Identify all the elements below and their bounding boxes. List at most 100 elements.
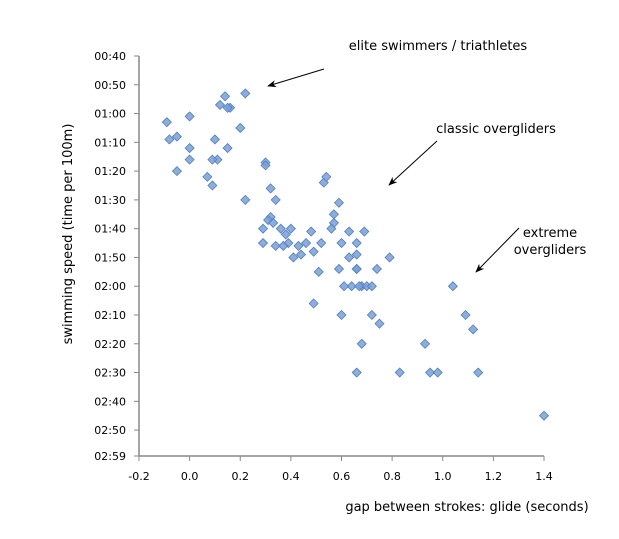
data-point — [222, 143, 233, 154]
y-tick-label: 02:40 — [94, 395, 126, 408]
y-tick-label: 00:40 — [94, 50, 126, 63]
y-tick-label: 01:10 — [94, 136, 126, 149]
annotation-classic-text: classic overgliders — [436, 122, 556, 137]
data-point — [394, 367, 405, 378]
data-point — [293, 240, 304, 251]
data-point — [460, 309, 471, 321]
y-tick-label: 01:00 — [94, 108, 126, 121]
data-point — [308, 246, 319, 257]
y-axis-ticks: 00:40 00:50 01:00 01:10 01:20 01:30 01:40 01:50… — [94, 50, 139, 463]
y-tick-label: 01:30 — [94, 194, 126, 207]
data-point — [280, 229, 291, 240]
data-point — [354, 281, 365, 292]
data-point — [425, 367, 436, 378]
annotation-extreme-text-line1: extreme — [523, 226, 577, 241]
data-point — [333, 263, 345, 275]
data-point — [384, 252, 395, 263]
y-tick-label: 01:20 — [94, 165, 126, 178]
x-tick-label: 0.4 — [282, 470, 300, 483]
data-point — [268, 217, 279, 228]
x-tick-label: 0.8 — [383, 470, 401, 483]
data-point — [432, 367, 443, 378]
data-points — [161, 88, 550, 421]
data-point — [447, 281, 458, 292]
y-tick-label: 02:50 — [94, 424, 126, 437]
data-point — [306, 226, 317, 237]
x-tick-label: 1.0 — [434, 470, 452, 483]
data-point — [346, 281, 357, 292]
x-tick-label: 0.0 — [181, 470, 199, 483]
x-axis-label: gap between strokes: glide (seconds) — [345, 500, 588, 515]
data-point — [207, 180, 218, 191]
data-point — [257, 223, 269, 234]
data-point — [240, 88, 251, 99]
data-point — [222, 102, 233, 113]
y-tick-label: 00:50 — [94, 79, 126, 92]
annotation-elite-arrow — [267, 68, 325, 88]
data-point — [356, 338, 367, 349]
data-point — [209, 134, 221, 145]
data-point — [288, 252, 299, 263]
data-point — [240, 194, 251, 205]
y-tick-label: 01:40 — [94, 223, 126, 236]
data-point — [270, 194, 281, 205]
data-point — [538, 410, 550, 421]
data-point — [336, 309, 347, 321]
annotation-extreme-arrow — [475, 227, 520, 273]
y-tick-label: 02:59 — [94, 450, 126, 463]
data-point — [326, 223, 337, 234]
y-tick-label: 02:20 — [94, 338, 126, 351]
y-tick-label: 02:10 — [94, 309, 126, 322]
data-point — [214, 99, 226, 110]
data-point — [333, 197, 345, 208]
data-point — [308, 298, 319, 309]
data-point — [235, 122, 246, 134]
y-tick-label: 02:30 — [94, 367, 126, 380]
data-point — [316, 237, 327, 249]
data-point — [219, 91, 231, 102]
data-point — [351, 249, 362, 260]
data-point — [285, 223, 296, 234]
data-point — [366, 309, 377, 321]
data-point — [275, 223, 286, 234]
y-tick-label: 01:50 — [94, 251, 126, 264]
data-point — [344, 252, 355, 263]
data-point — [295, 249, 307, 260]
x-tick-label: 0.6 — [333, 470, 351, 483]
annotation-elite-text: elite swimmers / triathletes — [349, 39, 528, 54]
data-point — [351, 367, 362, 378]
data-point — [300, 237, 312, 249]
y-tick-label: 02:00 — [94, 280, 126, 293]
data-point — [260, 160, 271, 171]
annotation-elite: elite swimmers / triathletes — [267, 39, 528, 88]
data-point — [171, 131, 183, 142]
data-point — [321, 171, 332, 182]
data-point — [371, 263, 383, 275]
data-point — [351, 237, 362, 249]
x-tick-label: 0.2 — [232, 470, 250, 483]
x-axis-ticks: -0.2 0.0 0.2 0.4 0.6 0.8 1.0 1.2 1.4 — [128, 456, 553, 483]
annotation-extreme-text-line2: overgliders — [514, 243, 587, 258]
data-point — [366, 281, 377, 292]
data-point — [374, 318, 385, 329]
data-point — [161, 117, 172, 128]
data-point — [207, 154, 218, 165]
data-point — [338, 281, 350, 292]
data-point — [184, 111, 195, 122]
data-point — [419, 338, 431, 349]
data-point — [278, 240, 289, 251]
data-point — [263, 214, 274, 226]
data-point — [344, 226, 355, 237]
data-point — [171, 166, 183, 177]
annotation-extreme: extreme overgliders — [475, 226, 587, 273]
x-tick-label: -0.2 — [128, 470, 149, 483]
data-point — [336, 237, 347, 249]
data-point — [257, 237, 269, 249]
data-point — [270, 240, 281, 251]
data-point — [202, 171, 213, 182]
annotation-classic: classic overgliders — [388, 122, 556, 186]
data-point — [351, 263, 362, 275]
data-point — [265, 183, 276, 194]
data-point — [473, 367, 484, 378]
